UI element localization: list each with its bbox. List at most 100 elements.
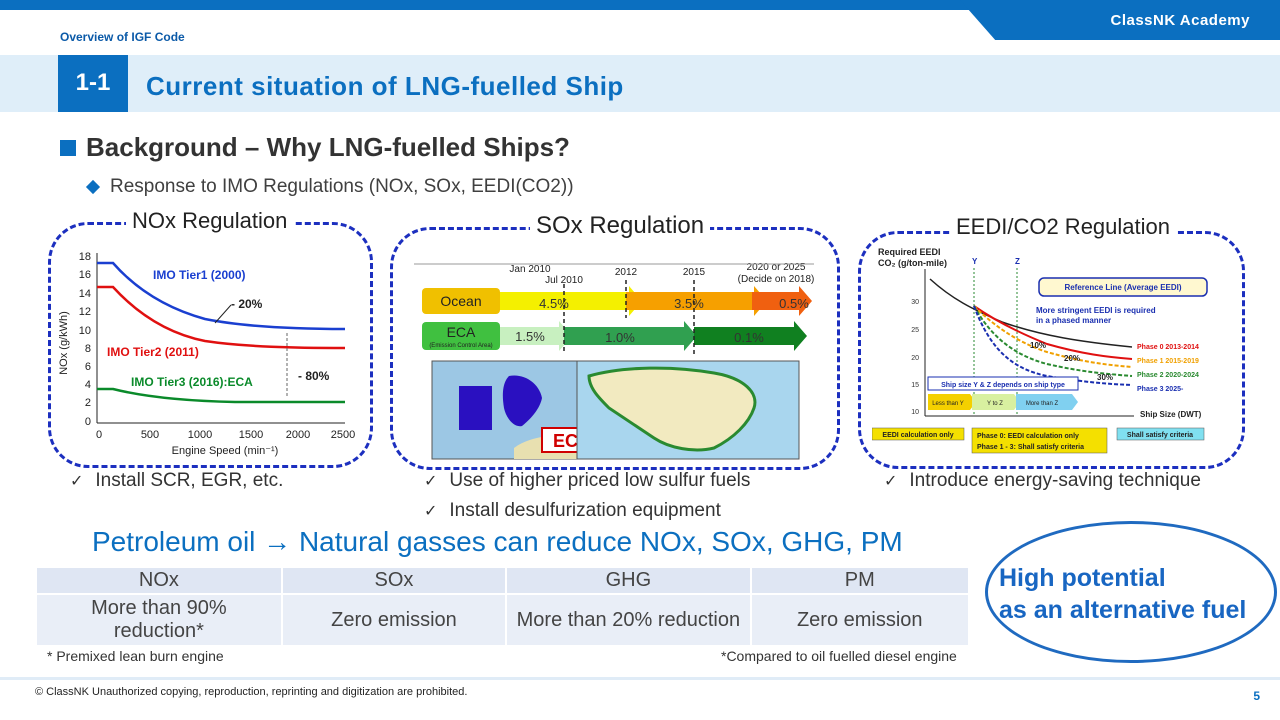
nox-tier1-line <box>97 261 346 331</box>
nox-chart: 18 16 14 12 10 8 6 4 2 0 NOx (g/kWh) 0 5… <box>58 251 355 457</box>
eedi-more-z: More than Z <box>1026 401 1059 407</box>
sox-check-2: ✓ Install desulfurization equipment <box>424 500 721 522</box>
sox-year: 2015 <box>683 267 706 278</box>
section-number: 1-1 <box>58 55 128 112</box>
square-bullet-icon <box>60 139 76 156</box>
nox-ytick: 14 <box>79 288 91 300</box>
table-cell: Zero emission <box>749 593 971 647</box>
checkmark-icon: ✓ <box>424 473 438 490</box>
eedi-phase3: Phase 3 2025- <box>1137 386 1184 393</box>
nox-tier3-label: IMO Tier3 (2016):ECA <box>131 375 253 389</box>
table-header: GHG <box>505 566 752 595</box>
top-bar <box>0 0 1280 10</box>
eedi-ytick: 15 <box>911 382 919 389</box>
background-heading: Background – Why LNG-fuelled Ships? <box>60 132 570 163</box>
callout-oval <box>985 521 1277 663</box>
eedi-ref-line-label: Reference Line (Average EEDI) <box>1064 283 1181 292</box>
sox-eca-arrow-3 <box>694 321 807 351</box>
sox-ocean-val: 4.5% <box>539 296 569 311</box>
sox-ocean-val: 3.5% <box>674 296 704 311</box>
sox-eca-val: 1.5% <box>515 329 545 344</box>
sox-check-1-text: Use of higher priced low sulfur fuels <box>449 470 751 491</box>
nox-ytick: 2 <box>85 397 91 409</box>
table-header: NOx <box>35 566 283 595</box>
footer-divider <box>0 677 1280 680</box>
eedi-phase1: Phase 1 2015-2019 <box>1137 358 1199 365</box>
brand-label: ClassNK Academy <box>960 0 1280 40</box>
nox-check: ✓ Install SCR, EGR, etc. <box>70 470 283 492</box>
nox-tier2-line <box>97 285 346 350</box>
nox-ylabel: NOx (g/kWh) <box>58 311 70 375</box>
callout-text: High potential as an alternative fuel <box>999 562 1246 626</box>
nox-ytick: 16 <box>79 269 91 281</box>
eedi-phase0: Phase 0 2013-2014 <box>1137 344 1199 351</box>
callout-line-1: High potential <box>999 564 1166 592</box>
sox-ocean-arrow-2 <box>626 286 767 316</box>
eedi-check: ✓ Introduce energy-saving technique <box>884 470 1201 492</box>
sox-eca-val: 0.1% <box>734 330 764 345</box>
eedi-phase-note-1: Phase 0: EEDI calculation only <box>977 433 1079 440</box>
nox-tier2-label: IMO Tier2 (2011) <box>107 345 199 359</box>
nox-minus20-label: - 20% <box>231 297 263 311</box>
sox-eca-arrow-1 <box>500 321 572 351</box>
table-cell: Zero emission <box>280 593 508 647</box>
footnote-right: *Compared to oil fuelled diesel engine <box>721 648 957 664</box>
eedi-pct20: 20% <box>1064 354 1080 363</box>
sox-check-1: ✓ Use of higher priced low sulfur fuels <box>424 470 750 492</box>
sox-eca-box <box>422 322 500 350</box>
checkmark-icon: ✓ <box>424 503 438 520</box>
eedi-shall: Shall satisfy criteria <box>1127 432 1193 439</box>
table-cell: More than 90% reduction* <box>35 593 283 647</box>
eedi-calc-only: EEDI calculation only <box>882 432 953 439</box>
eedi-ytick: 20 <box>911 355 919 362</box>
nox-ytick: 10 <box>79 325 91 337</box>
eedi-less-y: Less than Y <box>932 401 964 407</box>
nox-minus80-label: - 80% <box>298 369 330 383</box>
table-header: PM <box>749 566 971 595</box>
nox-ytick: 18 <box>79 251 91 263</box>
page-title: Current situation of LNG-fuelled Ship <box>146 71 624 101</box>
eedi-phase-note-2: Phase 1 - 3: Shall satisfy criteria <box>977 444 1084 451</box>
overview-label: Overview of IGF Code <box>60 30 185 44</box>
nox-tier1-label: IMO Tier1 (2000) <box>153 268 245 282</box>
sox-america-eca <box>587 366 757 452</box>
sox-year: Jan 2010 <box>509 264 551 275</box>
nox-xtick: 2500 <box>331 429 355 441</box>
sox-ocean-label: Ocean <box>440 293 481 309</box>
eedi-stringent-1: More stringent EEDI is required <box>1036 306 1156 315</box>
sox-eca-arrow-2 <box>564 321 697 351</box>
nox-ytick: 0 <box>85 416 91 428</box>
headline: Petroleum oil → Natural gasses can reduc… <box>92 526 903 557</box>
nox-ytick: 8 <box>85 343 91 355</box>
checkmark-icon: ✓ <box>70 473 84 490</box>
checkmark-icon: ✓ <box>884 473 898 490</box>
eedi-phase2: Phase 2 2020-2024 <box>1137 372 1199 379</box>
eedi-ytick: 25 <box>911 327 919 334</box>
eedi-ylabel-1: Required EEDI <box>878 247 941 257</box>
eedi-check-text: Introduce energy-saving technique <box>909 470 1201 491</box>
sox-eca-label: ECA <box>447 324 476 340</box>
nox-pointer <box>214 304 232 324</box>
sox-year: 2012 <box>615 267 638 278</box>
sox-ocean-box <box>422 288 500 314</box>
table-header: SOx <box>280 566 508 595</box>
eedi-pct10: 10% <box>1030 341 1046 350</box>
nox-xtick: 0 <box>96 429 102 441</box>
diamond-bullet-icon <box>85 179 101 195</box>
nox-check-text: Install SCR, EGR, etc. <box>95 470 284 491</box>
sox-check-2-text: Install desulfurization equipment <box>449 500 721 521</box>
nox-xlabel: Engine Speed (min⁻¹) <box>172 445 279 457</box>
sox-ocean-arrow-1 <box>500 286 642 316</box>
eedi-pct30: 30% <box>1097 373 1113 382</box>
emission-table: NOx SOx GHG PM More than 90% reduction* … <box>35 566 971 647</box>
eedi-ylabel-2: CO₂ (g/ton-mile) <box>878 258 947 268</box>
table-row: More than 90% reduction* Zero emission M… <box>35 593 971 647</box>
nox-ytick: 6 <box>85 361 91 373</box>
eedi-ytick: 10 <box>911 409 919 416</box>
footnote-left: * Premixed lean burn engine <box>47 648 224 664</box>
eedi-ship-size: Ship Size (DWT) <box>1140 410 1202 419</box>
nox-xtick: 1500 <box>239 429 263 441</box>
nox-xtick: 1000 <box>188 429 212 441</box>
callout-line-2: as an alternative fuel <box>999 596 1247 624</box>
sox-ocean-val: 0.5% <box>779 296 809 311</box>
